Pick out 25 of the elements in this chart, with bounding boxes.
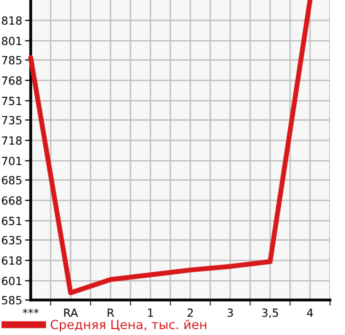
x-tick-label: 3 — [228, 308, 233, 317]
line-series — [28, 0, 312, 296]
y-tick-label: 718 — [2, 136, 22, 145]
y-tick-label: 785 — [2, 56, 22, 64]
x-tick-label: RA — [64, 308, 78, 317]
x-tick-label: 2 — [188, 308, 193, 317]
y-tick-label: 685 — [2, 176, 22, 184]
x-tick-label: *** — [22, 308, 39, 314]
y-tick-label: 801 — [2, 36, 22, 46]
y-tick-label: 651 — [2, 216, 22, 226]
x-tick-label: R — [108, 308, 114, 317]
y-tick-label: 735 — [2, 116, 22, 124]
y-tick-label: 751 — [2, 96, 22, 106]
y-tick-label: 668 — [2, 196, 22, 205]
x-tick-label: 3,5 — [262, 308, 278, 318]
x-tick-label: 1 — [148, 308, 153, 317]
legend-label: Средняя Цена, тыс. йен — [50, 320, 206, 332]
y-tick-label: 768 — [2, 76, 22, 85]
y-tick-label: 701 — [2, 156, 22, 166]
y-tick-label: 585 — [2, 296, 22, 304]
x-tick-label: 4 — [307, 308, 313, 317]
y-tick-label: 618 — [2, 256, 22, 265]
y-tick-label: 818 — [2, 16, 22, 25]
y-tick-label: 635 — [2, 236, 22, 244]
y-tick-label: 601 — [2, 276, 22, 286]
